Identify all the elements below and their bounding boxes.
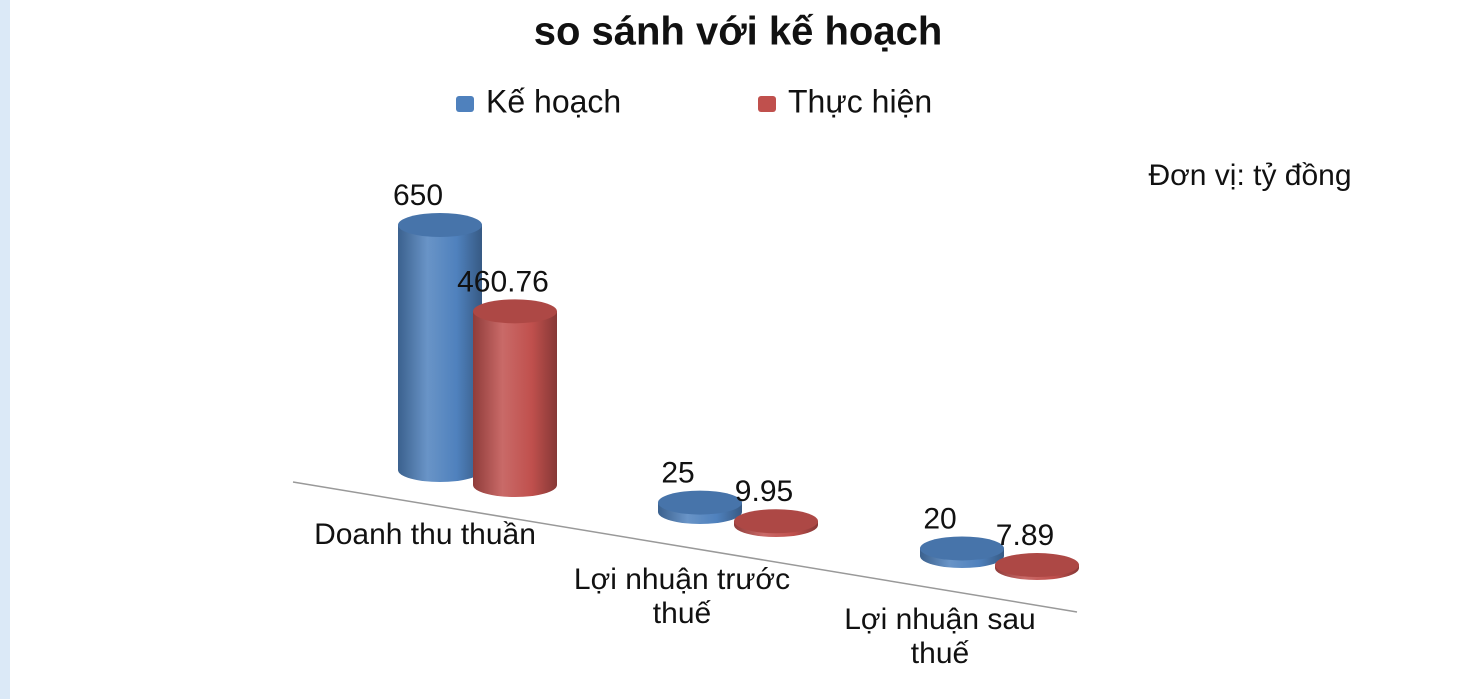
legend-swatch — [456, 96, 474, 112]
value-label: 7.89 — [996, 519, 1054, 552]
cylinder-top — [473, 299, 557, 324]
category-label-box: Doanh thu thuần — [314, 518, 536, 551]
category-label-box: Lợi nhuận trước thuế — [573, 563, 791, 630]
floor-line — [292, 481, 1078, 613]
cylinder-top — [995, 553, 1079, 578]
category-label-box: Lợi nhuận sau thuế — [844, 603, 1036, 670]
cylinder-top — [734, 509, 818, 534]
cylinder-body — [398, 225, 482, 482]
category-label: Lợi nhuận sau thuế — [844, 603, 1036, 670]
edge — [0, 0, 10, 699]
cylinder-top — [398, 213, 482, 237]
value-label: 650 — [393, 179, 443, 212]
cylinder-body — [473, 311, 557, 497]
chart-title: so sánh với kế hoạch — [534, 10, 943, 54]
value-label: 9.95 — [735, 475, 793, 508]
cylinder-top — [658, 490, 742, 515]
value-label: 460.76 — [457, 265, 549, 298]
legend-label: Thực hiện — [788, 83, 932, 119]
cylinder-top — [920, 536, 1004, 561]
category-label: Doanh thu thuần — [314, 518, 536, 551]
value-label: 20 — [923, 502, 956, 535]
value-label: 25 — [661, 456, 694, 489]
unit-note: Đơn vị: tỷ đồng — [1148, 159, 1351, 192]
legend-swatch — [758, 96, 776, 112]
category-label: Lợi nhuận trước thuế — [573, 563, 791, 630]
legend-label: Kế hoạch — [486, 83, 621, 119]
